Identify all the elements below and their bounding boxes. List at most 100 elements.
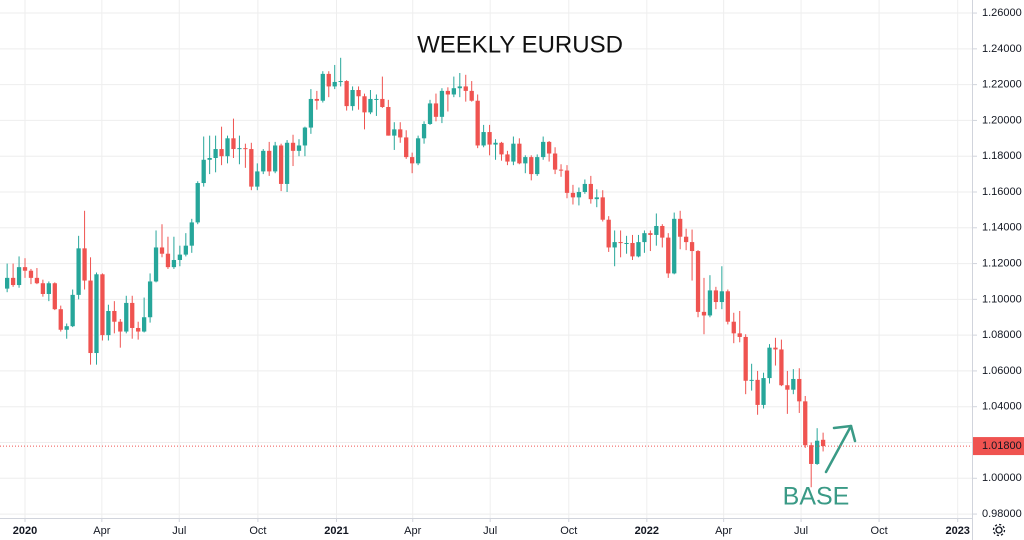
- candle-body: [267, 150, 272, 172]
- x-tick-label: Oct: [560, 525, 577, 537]
- candle-body: [749, 379, 754, 381]
- candle-body: [392, 129, 397, 136]
- y-tick-label: 1.04000: [982, 401, 1022, 413]
- candle-body: [147, 281, 153, 318]
- candle-body: [773, 347, 778, 350]
- x-tick-label: 2023: [945, 525, 969, 537]
- candles: [5, 57, 826, 488]
- candle-body: [672, 218, 677, 274]
- x-tick-label: Jul: [483, 525, 497, 537]
- candle-body: [46, 283, 51, 294]
- candle-body: [552, 153, 558, 170]
- candle-body: [124, 302, 129, 332]
- candle-body: [451, 88, 456, 95]
- candle-body: [570, 192, 576, 198]
- candle-body: [660, 225, 665, 238]
- candle-body: [588, 183, 593, 200]
- candle-body: [243, 148, 248, 150]
- candle-body: [761, 378, 766, 405]
- candle-body: [106, 310, 111, 336]
- candle-body: [493, 142, 498, 145]
- candle-body: [5, 277, 10, 289]
- candle-body: [523, 157, 528, 164]
- candle-body: [40, 283, 46, 294]
- candle-body: [576, 191, 582, 198]
- candle-body: [290, 142, 296, 151]
- candle-body: [541, 141, 546, 158]
- candle-body: [249, 149, 254, 187]
- candle-body: [737, 333, 742, 337]
- candle-body: [731, 321, 736, 334]
- y-tick-label: 1.10000: [982, 293, 1022, 305]
- candle-body: [76, 248, 81, 295]
- candle-body: [713, 290, 719, 303]
- y-tick-label: 1.08000: [982, 329, 1022, 341]
- candle-body: [219, 149, 224, 157]
- candle-body: [225, 138, 230, 157]
- gear-hub: [995, 526, 1003, 534]
- candle-body: [743, 336, 748, 381]
- candle-body: [386, 106, 391, 136]
- candle-body: [505, 154, 510, 162]
- candle-body: [475, 100, 480, 146]
- candle-body: [136, 327, 141, 332]
- candle-body: [529, 157, 534, 175]
- candle-body: [755, 379, 760, 405]
- chart-title: WEEKLY EURUSD: [417, 31, 623, 58]
- x-tick-label: Jul: [172, 525, 186, 537]
- candle-body: [666, 237, 671, 274]
- gear-teeth: [992, 523, 1006, 537]
- candle-body: [707, 290, 713, 316]
- candle-body: [689, 242, 695, 252]
- last-price-label: 1.01800: [982, 440, 1022, 452]
- candle-body: [296, 145, 302, 151]
- candle-body: [58, 309, 63, 330]
- x-tick-label: 2020: [13, 525, 37, 537]
- settings-icon[interactable]: [992, 523, 1006, 537]
- candle-body: [487, 132, 492, 145]
- candle-body: [517, 143, 522, 164]
- candle-body: [213, 149, 218, 158]
- y-tick-label: 1.14000: [982, 222, 1022, 234]
- candle-body: [648, 233, 653, 235]
- candle-body: [118, 321, 123, 332]
- candle-body: [231, 138, 236, 150]
- candle-body: [415, 138, 421, 164]
- candle-body: [70, 294, 75, 327]
- candle-body: [564, 170, 570, 193]
- candle-body: [767, 347, 772, 379]
- candle-body: [112, 310, 117, 322]
- candle-body: [695, 251, 701, 312]
- candle-body: [130, 302, 135, 328]
- candle-body: [719, 291, 724, 303]
- candle-body: [278, 145, 284, 184]
- candle-body: [356, 90, 361, 97]
- candle-body: [600, 197, 605, 220]
- x-tick-label: 2022: [635, 525, 659, 537]
- candle-body: [427, 103, 433, 124]
- candle-body: [511, 143, 516, 162]
- candle-body: [237, 148, 242, 150]
- candle-body: [171, 259, 177, 268]
- candle-body: [52, 283, 57, 310]
- candle-body: [457, 86, 462, 89]
- candle-body: [350, 90, 355, 107]
- last-price-box: [973, 437, 1024, 456]
- candle-body: [344, 81, 349, 107]
- candle-body: [94, 274, 99, 354]
- candle-body: [820, 439, 826, 447]
- y-tick-label: 1.12000: [982, 257, 1022, 269]
- candle-body: [141, 317, 147, 332]
- candle-body: [398, 129, 403, 138]
- candle-body: [22, 267, 28, 271]
- candle-body: [546, 141, 552, 154]
- arrow-shaft: [824, 424, 853, 474]
- candle-body: [803, 401, 808, 446]
- candle-body: [273, 145, 278, 172]
- candle-body: [433, 103, 439, 117]
- candle-body: [302, 127, 308, 146]
- x-tick-label: 2021: [324, 525, 348, 537]
- candle-body: [153, 247, 159, 282]
- candle-body: [404, 137, 409, 158]
